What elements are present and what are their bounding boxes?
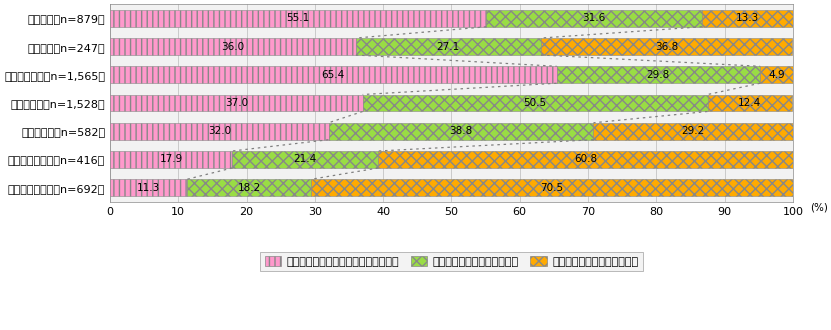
Bar — [110, 66, 557, 83]
Bar — [557, 66, 760, 83]
Bar — [110, 10, 486, 27]
Text: 27.1: 27.1 — [437, 42, 460, 51]
Bar — [110, 38, 356, 55]
Text: 36.0: 36.0 — [221, 42, 244, 51]
Bar — [707, 94, 792, 112]
Bar — [110, 151, 232, 168]
Text: 50.5: 50.5 — [524, 98, 547, 108]
Text: 38.8: 38.8 — [450, 126, 473, 136]
Bar — [362, 94, 707, 112]
Text: 70.5: 70.5 — [541, 183, 563, 193]
Text: 36.8: 36.8 — [655, 42, 678, 51]
Bar — [593, 123, 793, 140]
Bar — [232, 151, 378, 168]
Bar — [312, 179, 793, 196]
Bar — [760, 66, 794, 83]
Bar — [541, 38, 792, 55]
Text: 12.4: 12.4 — [738, 98, 761, 108]
Legend: 使おうとしたが全くつながらなかった, 使おうとして時々つながった, 使おうとして全部つながった: 使おうとしたが全くつながらなかった, 使おうとして時々つながった, 使おうとして… — [260, 252, 642, 271]
Text: 29.2: 29.2 — [681, 126, 705, 136]
Bar — [328, 123, 593, 140]
Bar — [378, 151, 794, 168]
Text: 37.0: 37.0 — [225, 98, 248, 108]
Bar — [110, 123, 328, 140]
Text: 17.9: 17.9 — [160, 154, 183, 164]
Bar — [702, 10, 793, 27]
Bar — [110, 94, 362, 112]
Bar — [110, 179, 187, 196]
Text: 55.1: 55.1 — [287, 13, 310, 23]
Bar — [356, 38, 541, 55]
Bar — [187, 179, 312, 196]
Text: 31.6: 31.6 — [583, 13, 606, 23]
Text: 32.0: 32.0 — [208, 126, 231, 136]
Text: 13.3: 13.3 — [735, 13, 759, 23]
Text: 29.8: 29.8 — [647, 70, 670, 80]
Text: 21.4: 21.4 — [293, 154, 317, 164]
Bar — [486, 10, 702, 27]
Text: 18.2: 18.2 — [238, 183, 261, 193]
Text: (%): (%) — [810, 203, 828, 213]
Text: 65.4: 65.4 — [322, 70, 345, 80]
Text: 11.3: 11.3 — [137, 183, 160, 193]
Text: 60.8: 60.8 — [574, 154, 597, 164]
Text: 4.9: 4.9 — [769, 70, 785, 80]
